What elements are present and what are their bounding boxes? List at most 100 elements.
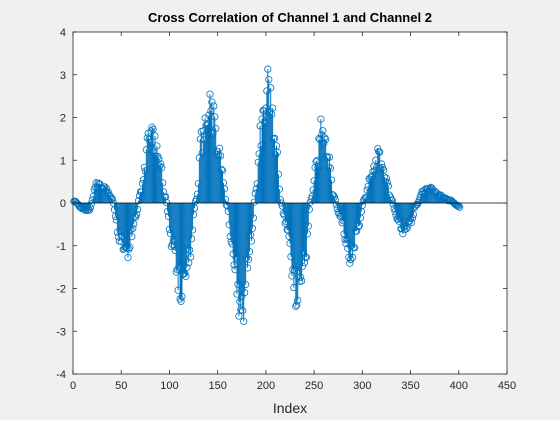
stem-marker: [225, 221, 233, 229]
stem-marker: [161, 193, 170, 201]
stem-marker: [166, 229, 175, 238]
stem-marker: [182, 272, 190, 281]
stem-marker: [322, 135, 330, 144]
stem-marker: [384, 182, 392, 190]
stem-marker: [396, 214, 404, 222]
stem-marker: [323, 152, 331, 161]
stem-marker: [314, 163, 322, 171]
stem-marker: [194, 179, 202, 188]
stem-marker: [383, 178, 392, 187]
stem-marker: [364, 182, 372, 191]
x-tick-label: 300: [353, 380, 371, 392]
stem-marker: [270, 134, 279, 142]
y-axis-ticks: -4 -3 -2 -1 0 1 2 3 4: [56, 27, 507, 381]
stem-marker: [279, 209, 287, 218]
stem-marker: [187, 253, 195, 261]
stem-marker: [118, 232, 126, 240]
stem-marker: [247, 237, 256, 245]
stem-marker: [204, 120, 212, 128]
stem-marker: [76, 203, 84, 211]
stem-marker: [193, 190, 202, 198]
stem-marker: [324, 163, 333, 171]
stem-marker: [142, 146, 150, 154]
stem-marker: [231, 266, 239, 274]
stem-marker: [157, 160, 165, 168]
x-tick-label: 400: [450, 380, 468, 392]
stem-marker: [394, 215, 402, 224]
x-tick-label: 350: [401, 380, 419, 392]
stem-marker: [86, 204, 94, 212]
stem-marker: [208, 98, 216, 106]
y-tick-label: -3: [56, 326, 66, 338]
stem-marker: [340, 230, 348, 238]
stem-marker: [257, 142, 265, 150]
stem-marker: [171, 246, 179, 255]
stem-marker: [206, 90, 214, 98]
stem-marker: [89, 192, 97, 200]
stem-marker: [159, 179, 167, 187]
x-axis-ticks: 0 50 100 150 200 250 300 350 400 450: [70, 32, 516, 392]
x-tick-label: 0: [70, 380, 76, 392]
stem-marker: [242, 280, 250, 289]
stem-marker: [168, 240, 176, 248]
stem-marker: [250, 198, 258, 206]
stem-marker: [220, 185, 229, 193]
stem-marker: [215, 144, 224, 152]
stem-marker: [294, 296, 302, 304]
stem-marker: [456, 203, 464, 211]
stem-marker: [174, 286, 182, 294]
stem-marker: [265, 75, 273, 84]
stem-marker: [164, 212, 173, 220]
stem-marker: [130, 220, 138, 228]
stem-marker: [413, 200, 421, 208]
stem-marker: [282, 218, 290, 226]
stem-marker: [399, 230, 407, 238]
stem-marker: [382, 174, 391, 182]
stem-marker: [192, 195, 201, 203]
stem-marker: [125, 245, 133, 253]
stem-marker: [243, 254, 251, 262]
stem-marker: [254, 158, 262, 166]
stem-marker: [326, 164, 335, 172]
stem-marker: [211, 113, 219, 121]
stem-marker: [255, 150, 263, 158]
stem-marker: [317, 115, 325, 123]
stem-marker: [362, 193, 370, 201]
stem-marker: [160, 188, 168, 196]
chart-title: Cross Correlation of Channel 1 and Chann…: [148, 10, 432, 25]
stem-marker: [391, 208, 399, 216]
stem-marker: [188, 235, 196, 243]
stem-marker: [304, 222, 312, 230]
stem-marker: [269, 104, 277, 112]
stem-marker: [188, 226, 197, 234]
stem-marker: [427, 183, 435, 191]
stem-marker: [325, 153, 334, 161]
stem-marker: [105, 188, 113, 197]
stem-marker: [170, 242, 178, 251]
stem-marker: [320, 139, 328, 147]
stem-marker: [261, 119, 269, 127]
stem-marker: [388, 196, 396, 204]
stem-marker: [107, 193, 115, 201]
stem-marker: [131, 212, 139, 220]
marker-series: [70, 65, 464, 325]
stem-marker: [155, 155, 163, 163]
stem-marker: [226, 232, 234, 241]
stem-marker: [298, 262, 307, 270]
stem-marker: [354, 223, 363, 231]
stem-marker: [198, 149, 206, 157]
stem-marker: [407, 218, 416, 227]
stem-marker: [339, 217, 347, 225]
y-tick-label: -1: [56, 241, 66, 253]
stem-marker: [337, 211, 345, 219]
stem-marker: [379, 166, 388, 174]
stem-marker: [267, 84, 275, 92]
stem-marker: [290, 283, 298, 292]
stem-marker: [275, 185, 283, 193]
stem-marker: [332, 201, 340, 209]
x-tick-label: 50: [115, 380, 127, 392]
y-tick-label: -2: [56, 284, 66, 296]
stem-marker: [177, 297, 185, 305]
stem-marker: [235, 312, 243, 320]
